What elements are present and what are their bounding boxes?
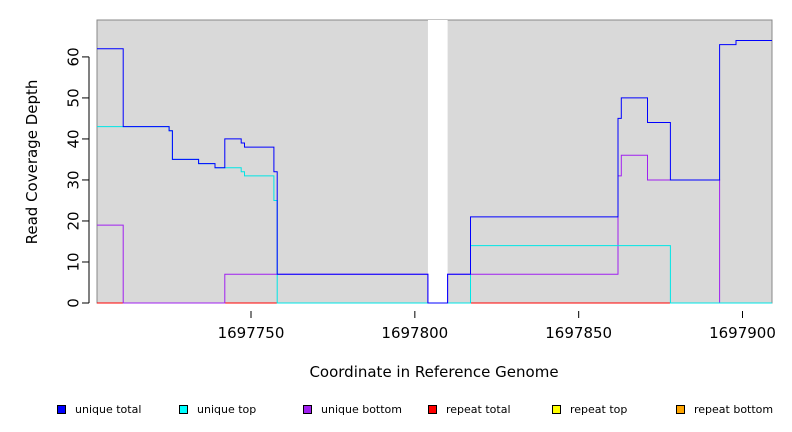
y-axis-label: Read Coverage Depth bbox=[23, 80, 41, 245]
series-line-unique-bottom bbox=[97, 154, 772, 304]
legend-label: unique total bbox=[75, 402, 142, 416]
legend: unique total unique top unique bottom repea… bbox=[0, 401, 792, 419]
legend-label: repeat top bbox=[570, 402, 628, 416]
y-tick-label: 50 bbox=[65, 88, 83, 107]
legend-swatch bbox=[179, 404, 188, 414]
y-tick-label: 0 bbox=[65, 298, 83, 308]
legend-label: repeat bottom bbox=[694, 402, 774, 416]
legend-swatch bbox=[676, 404, 685, 414]
legend-label: unique top bbox=[197, 402, 257, 416]
x-tick-label: 1697800 bbox=[381, 324, 448, 342]
y-tick-label: 10 bbox=[65, 252, 83, 271]
coverage-chart: 0 10 20 30 40 50 60 1697750 1697800 1697850 16979… bbox=[23, 19, 776, 381]
y-tick-label: 30 bbox=[65, 170, 83, 189]
y-tick-label: 40 bbox=[65, 129, 83, 148]
legend-swatch bbox=[57, 404, 66, 414]
legend-label: repeat total bbox=[446, 402, 511, 416]
gap-region bbox=[427, 20, 448, 303]
legend-swatch bbox=[428, 404, 437, 414]
legend-item-unique-total: unique total bbox=[57, 401, 141, 417]
x-tick-label: 1697750 bbox=[218, 324, 285, 342]
x-axis: 1697750 1697800 1697850 1697900 bbox=[218, 311, 776, 342]
series-line-unique-total bbox=[97, 40, 772, 304]
x-tick-label: 1697900 bbox=[709, 324, 776, 342]
series-layer bbox=[97, 40, 772, 304]
legend-item-repeat-total: repeat total bbox=[428, 401, 511, 417]
legend-item-unique-top: unique top bbox=[179, 401, 256, 417]
x-axis-label: Coordinate in Reference Genome bbox=[309, 363, 558, 381]
y-tick-label: 20 bbox=[65, 211, 83, 230]
y-tick-label: 60 bbox=[65, 47, 83, 66]
legend-item-repeat-top: repeat top bbox=[552, 401, 627, 417]
legend-swatch bbox=[552, 404, 561, 414]
y-axis: 0 10 20 30 40 50 60 bbox=[65, 47, 90, 308]
legend-swatch bbox=[303, 404, 312, 414]
legend-label: unique bottom bbox=[321, 402, 403, 416]
x-tick-label: 1697850 bbox=[545, 324, 612, 342]
legend-item-unique-bottom: unique bottom bbox=[303, 401, 402, 417]
legend-item-repeat-bottom: repeat bottom bbox=[676, 401, 773, 417]
